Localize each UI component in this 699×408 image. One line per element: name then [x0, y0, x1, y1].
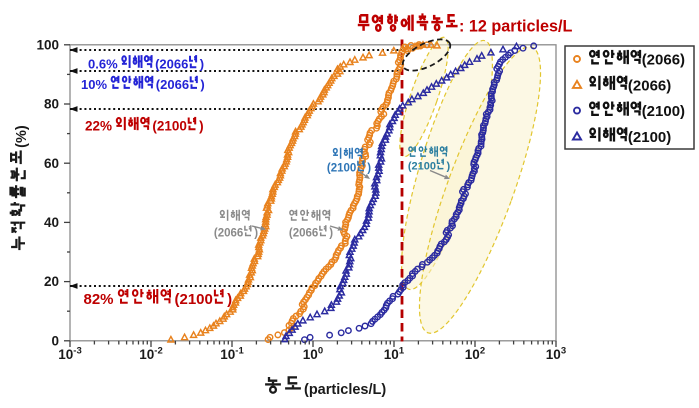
svg-text:): ) [367, 163, 371, 175]
svg-text:60: 60 [44, 156, 59, 171]
svg-text:10: 10 [384, 347, 399, 362]
svg-text:-3: -3 [73, 346, 81, 357]
svg-text:100: 100 [36, 37, 59, 52]
svg-text:(2066: (2066 [156, 77, 189, 92]
svg-text:20: 20 [44, 274, 59, 289]
svg-text:2: 2 [480, 346, 485, 357]
svg-text:): ) [199, 119, 204, 134]
svg-text:): ) [447, 161, 451, 173]
svg-text:-2: -2 [154, 346, 162, 357]
svg-text:80: 80 [44, 97, 59, 112]
svg-text:(%): (%) [14, 125, 30, 148]
svg-text:(2100: (2100 [152, 119, 187, 134]
svg-text:(2100): (2100) [642, 103, 685, 120]
svg-text:: 12 particles/L: : 12 particles/L [459, 18, 572, 36]
svg-text:0: 0 [318, 346, 323, 357]
svg-text:(2066: (2066 [214, 228, 243, 240]
svg-text:10: 10 [546, 347, 561, 362]
svg-text:0.6%: 0.6% [88, 56, 118, 71]
svg-text:-1: -1 [235, 346, 244, 357]
svg-text:10: 10 [139, 347, 154, 362]
svg-text:(2100: (2100 [327, 163, 356, 175]
svg-text:(2100: (2100 [408, 161, 436, 173]
svg-text:): ) [329, 228, 333, 240]
svg-text:10: 10 [220, 347, 235, 362]
svg-text:): ) [227, 291, 232, 308]
svg-text:82%: 82% [84, 291, 114, 308]
svg-text:3: 3 [561, 346, 566, 357]
svg-text:10: 10 [58, 347, 73, 362]
svg-text:(2066: (2066 [155, 56, 188, 71]
svg-text:(2100): (2100) [628, 129, 671, 146]
svg-text:): ) [200, 77, 204, 92]
svg-text:(2066: (2066 [289, 228, 318, 240]
svg-text:): ) [200, 56, 204, 71]
svg-text:0: 0 [51, 333, 59, 348]
svg-text:(particles/L): (particles/L) [304, 382, 386, 398]
svg-text:(2066): (2066) [642, 52, 685, 69]
svg-text:(2100: (2100 [175, 291, 213, 308]
svg-text:(2066): (2066) [628, 77, 671, 94]
svg-text:10%: 10% [81, 77, 107, 92]
svg-text:10: 10 [303, 347, 318, 362]
svg-text:1: 1 [399, 346, 405, 357]
svg-text:10: 10 [465, 347, 480, 362]
svg-text:): ) [254, 228, 258, 240]
svg-text:40: 40 [44, 215, 59, 230]
svg-text:22%: 22% [85, 119, 112, 134]
